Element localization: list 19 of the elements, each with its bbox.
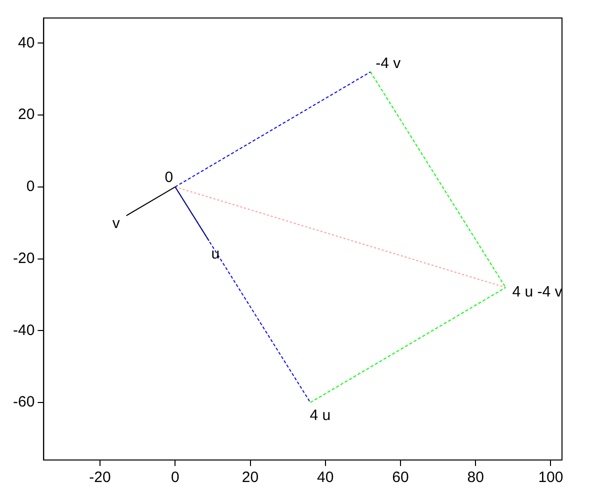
annotation: v	[112, 214, 120, 232]
y-tick-label: -60	[12, 394, 35, 411]
annotation: 0	[164, 169, 174, 186]
annotation: -4 v	[376, 54, 402, 72]
x-tick-label: 100	[538, 469, 564, 486]
y-tick-label: 40	[18, 34, 35, 52]
x-tick-label: -20	[89, 469, 111, 486]
y-tick-label: -40	[12, 322, 35, 339]
x-tick-label: 40	[317, 469, 334, 486]
x-tick-label: 80	[467, 469, 484, 486]
y-tick-label: 20	[18, 106, 35, 124]
x-tick-label: 20	[242, 469, 259, 486]
x-tick-label: 0	[170, 469, 180, 486]
x-tick-label: 60	[392, 469, 409, 486]
y-tick-label: 0	[26, 178, 35, 196]
annotation: u	[211, 245, 220, 262]
y-tick-label: -20	[12, 250, 35, 267]
annotation: 4 u -4 v	[512, 283, 563, 300]
annotation: 4 u	[310, 407, 331, 424]
